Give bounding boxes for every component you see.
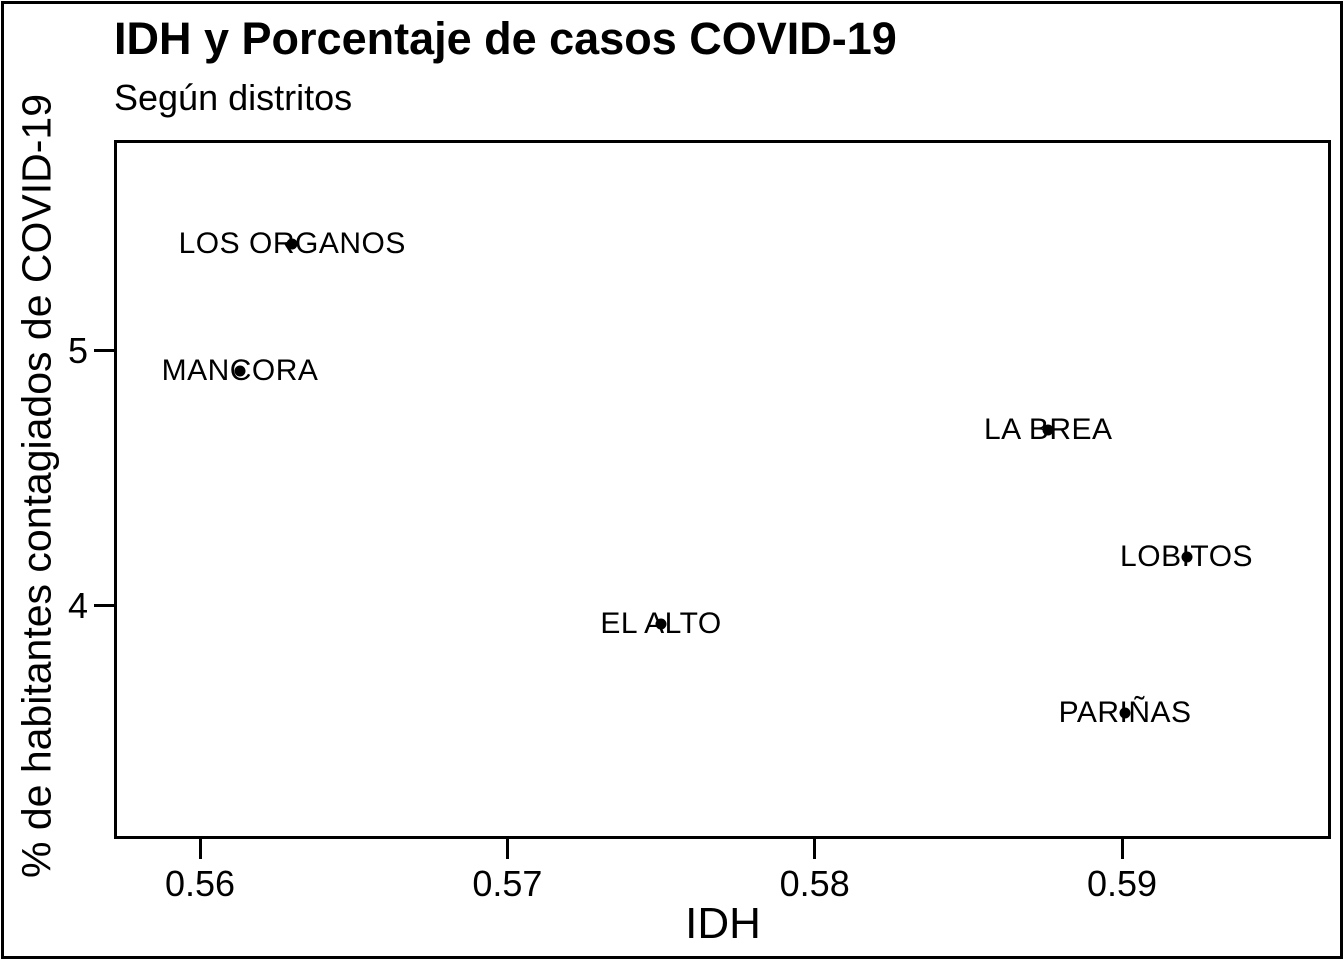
y-tick-label: 5 bbox=[67, 329, 88, 371]
y-tick-mark bbox=[94, 604, 114, 608]
data-point bbox=[1042, 424, 1054, 436]
x-tick-label: 0.58 bbox=[779, 863, 850, 904]
x-tick-mark bbox=[1120, 839, 1124, 859]
chart-title: IDH y Porcentaje de casos COVID-19 bbox=[114, 13, 897, 64]
x-tick-mark bbox=[505, 839, 509, 859]
x-tick-label: 0.59 bbox=[1086, 863, 1158, 904]
data-point bbox=[234, 365, 246, 377]
x-tick-mark bbox=[813, 839, 817, 859]
y-axis-title: % de habitantes contagiados de COVID-19 bbox=[13, 93, 60, 879]
data-point bbox=[286, 238, 298, 250]
data-point bbox=[655, 618, 667, 630]
data-point bbox=[1181, 551, 1193, 563]
y-tick-label: 4 bbox=[67, 584, 88, 626]
x-tick-label: 0.56 bbox=[165, 863, 236, 904]
x-tick-mark bbox=[198, 839, 202, 859]
y-tick-mark bbox=[94, 349, 114, 353]
chart-subtitle: Según distritos bbox=[114, 77, 353, 118]
data-point bbox=[1119, 707, 1131, 719]
x-tick-label: 0.57 bbox=[472, 863, 543, 904]
plot-area bbox=[114, 140, 1331, 839]
x-axis-title: IDH bbox=[685, 899, 761, 948]
